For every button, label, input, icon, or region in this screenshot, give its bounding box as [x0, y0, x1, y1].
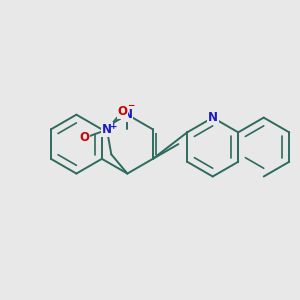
Text: N: N	[102, 123, 112, 136]
Text: N: N	[122, 108, 132, 121]
Text: O: O	[118, 105, 128, 118]
Text: O: O	[79, 131, 89, 145]
Text: +: +	[110, 122, 117, 131]
Text: −: −	[127, 101, 134, 110]
Text: N: N	[208, 111, 218, 124]
